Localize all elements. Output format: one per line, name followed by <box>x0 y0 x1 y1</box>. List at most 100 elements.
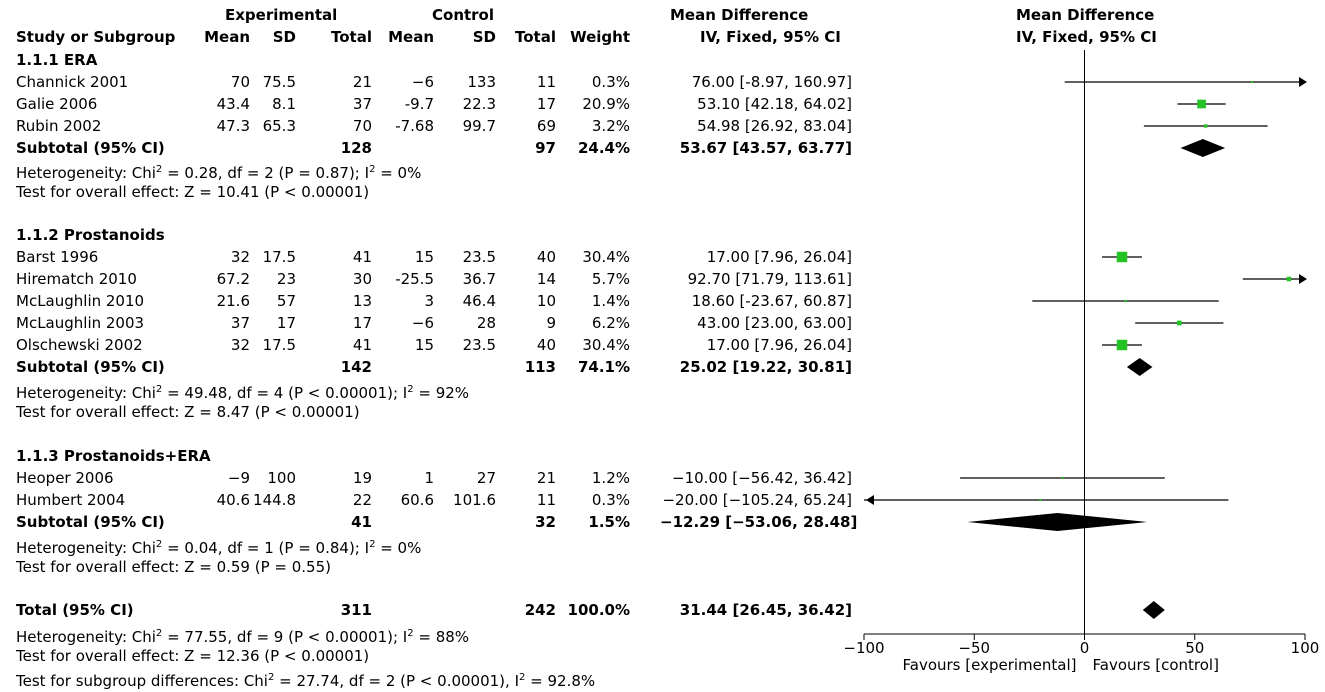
study-c-total: 21 <box>536 469 556 487</box>
study-weight: 6.2% <box>591 314 630 332</box>
heterogeneity-text: Heterogeneity: Chi2 = 0.04, df = 1 (P = … <box>16 539 422 557</box>
study-point-marker <box>1116 251 1128 263</box>
favours-experimental-label: Favours [experimental] <box>903 656 1077 674</box>
study-c-sd: 27 <box>476 469 496 487</box>
study-ci: −10.00 [−56.42, 36.42] <box>672 469 852 487</box>
ci-arrow-left <box>866 495 874 505</box>
study-c-mean: 15 <box>414 248 434 266</box>
study-c-total: 10 <box>536 292 556 310</box>
experimental-header: Experimental <box>225 6 338 24</box>
x-axis-tick-label: 100 <box>1291 639 1320 657</box>
study-weight: 3.2% <box>591 117 630 135</box>
study-e-mean: 47.3 <box>216 117 250 135</box>
study-c-sd: 46.4 <box>462 292 496 310</box>
subgroup-title: 1.1.2 Prostanoids <box>16 226 165 244</box>
study-c-total: 11 <box>536 73 556 91</box>
study-e-total: 22 <box>352 491 372 509</box>
study-name: McLaughlin 2003 <box>16 314 145 332</box>
study-e-mean: 32 <box>230 248 250 266</box>
study-c-mean: -7.68 <box>395 117 434 135</box>
study-e-mean: −9 <box>227 469 250 487</box>
subtotal-label: Subtotal (95% CI) <box>16 139 165 157</box>
study-c-total: 17 <box>536 95 556 113</box>
study-c-mean: -9.7 <box>404 95 434 113</box>
subgroup-title: 1.1.1 ERA <box>16 51 98 69</box>
heterogeneity-text: Heterogeneity: Chi2 = 49.48, df = 4 (P <… <box>16 384 470 402</box>
study-e-total: 41 <box>352 248 372 266</box>
total-weight: 100.0% <box>567 601 630 619</box>
study-c-sd: 22.3 <box>462 95 496 113</box>
x-axis-tick-label: −50 <box>958 639 990 657</box>
overall-effect-text: Test for overall effect: Z = 10.41 (P < … <box>16 183 370 201</box>
col-weight: Weight <box>570 28 630 46</box>
col-study: Study or Subgroup <box>16 28 176 46</box>
study-point-marker <box>1197 99 1206 109</box>
study-ci: 92.70 [71.79, 113.61] <box>687 270 852 288</box>
study-point-marker <box>1286 276 1292 282</box>
study-name: Rubin 2002 <box>16 117 102 135</box>
study-ci: 17.00 [7.96, 26.04] <box>706 336 852 354</box>
study-ci: 18.60 [-23.67, 60.87] <box>691 292 852 310</box>
study-point-marker <box>1251 81 1254 83</box>
study-c-mean: 1 <box>424 469 434 487</box>
subtotal-weight: 74.1% <box>577 358 630 376</box>
col-c-mean: Mean <box>388 28 434 46</box>
study-c-sd: 36.7 <box>462 270 496 288</box>
mean-difference-header: Mean Difference <box>670 6 809 24</box>
study-weight: 0.3% <box>591 73 630 91</box>
study-e-total: 41 <box>352 336 372 354</box>
study-e-total: 70 <box>352 117 372 135</box>
subtotal-label: Subtotal (95% CI) <box>16 513 165 531</box>
study-e-total: 19 <box>352 469 372 487</box>
study-name: Hirematch 2010 <box>16 270 137 288</box>
col-e-mean: Mean <box>204 28 250 46</box>
ci-arrow-right <box>1299 77 1307 87</box>
study-c-total: 14 <box>536 270 556 288</box>
subgroup-title: 1.1.3 Prostanoids+ERA <box>16 447 211 465</box>
favours-control-label: Favours [control] <box>1093 656 1219 674</box>
study-e-mean: 70 <box>230 73 250 91</box>
subtotal-c-total: 32 <box>535 513 556 531</box>
study-ci: 76.00 [-8.97, 160.97] <box>691 73 852 91</box>
total-diamond <box>1142 601 1165 619</box>
study-c-mean: 3 <box>424 292 434 310</box>
study-name: Barst 1996 <box>16 248 99 266</box>
plot-method: IV, Fixed, 95% CI <box>1016 28 1157 46</box>
study-e-mean: 67.2 <box>216 270 250 288</box>
study-c-mean: 15 <box>414 336 434 354</box>
study-c-sd: 101.6 <box>453 491 496 509</box>
total-e-total: 311 <box>340 601 372 619</box>
study-c-mean: −6 <box>411 314 434 332</box>
x-axis-tick-label: 0 <box>1080 639 1090 657</box>
study-e-sd: 144.8 <box>253 491 296 509</box>
total-ci: 31.44 [26.45, 36.42] <box>679 601 852 619</box>
study-e-total: 13 <box>352 292 372 310</box>
study-c-mean: −6 <box>411 73 434 91</box>
subtotal-ci: 25.02 [19.22, 30.81] <box>679 358 852 376</box>
subtotal-e-total: 142 <box>340 358 372 376</box>
study-c-total: 40 <box>536 248 556 266</box>
study-c-mean: -25.5 <box>395 270 434 288</box>
x-axis-tick-label: −100 <box>843 639 884 657</box>
study-c-total: 9 <box>546 314 556 332</box>
subtotal-diamond <box>1126 358 1153 376</box>
heterogeneity-text: Heterogeneity: Chi2 = 0.28, df = 2 (P = … <box>16 164 422 182</box>
study-e-mean: 43.4 <box>216 95 250 113</box>
ci-arrow-right <box>1299 274 1307 284</box>
subtotal-ci: 53.67 [43.57, 63.77] <box>679 139 852 157</box>
x-axis-tick-label: 50 <box>1185 639 1204 657</box>
study-c-mean: 60.6 <box>400 491 434 509</box>
study-weight: 30.4% <box>582 248 630 266</box>
study-e-sd: 100 <box>267 469 296 487</box>
study-ci: 17.00 [7.96, 26.04] <box>706 248 852 266</box>
study-c-total: 40 <box>536 336 556 354</box>
study-weight: 20.9% <box>582 95 630 113</box>
study-e-sd: 8.1 <box>272 95 296 113</box>
study-weight: 1.4% <box>591 292 630 310</box>
study-weight: 0.3% <box>591 491 630 509</box>
col-e-total: Total <box>331 28 372 46</box>
study-e-total: 37 <box>352 95 372 113</box>
total-heterogeneity-text: Heterogeneity: Chi2 = 77.55, df = 9 (P <… <box>16 628 470 646</box>
study-name: Humbert 2004 <box>16 491 126 509</box>
subtotal-c-total: 97 <box>535 139 556 157</box>
